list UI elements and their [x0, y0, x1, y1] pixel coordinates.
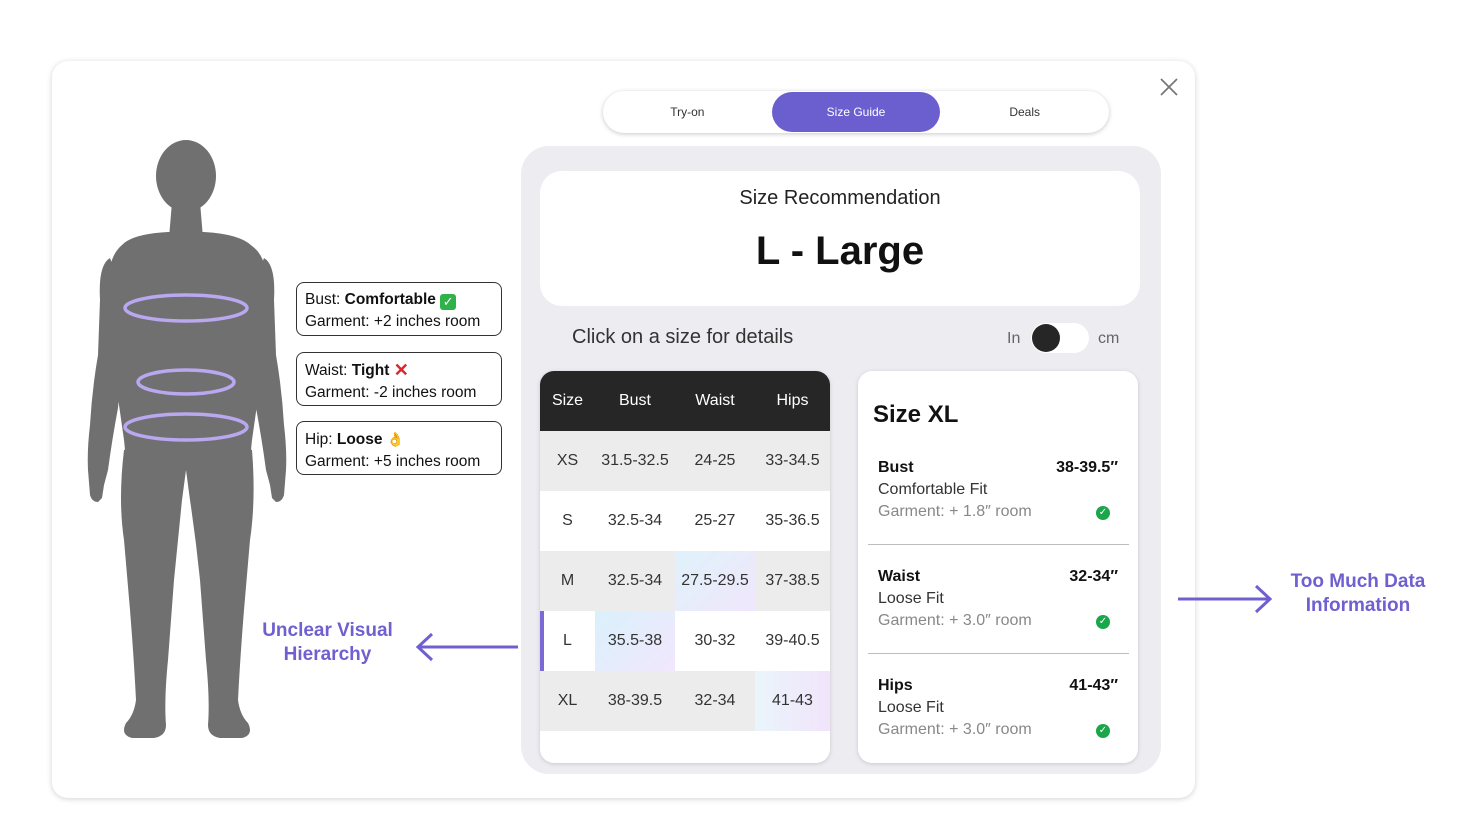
selected-row-indicator: [540, 611, 544, 671]
hip-callout: Hip: Loose 👌 Garment: +5 inches room: [296, 421, 502, 475]
waist-label: Waist:: [305, 362, 352, 379]
measure-fit: Loose Fit: [878, 699, 944, 716]
header-bust: Bust: [618, 392, 651, 409]
cell-bust-highlight: 35.5-38: [595, 611, 675, 671]
table-row-m[interactable]: M 32.5-34 27.5-29.5 37-38.5: [540, 551, 830, 611]
cell-size: S: [562, 512, 573, 529]
check-circle-icon: ✓: [1096, 506, 1110, 520]
tab-try-on[interactable]: Try-on: [670, 105, 705, 119]
cell-size: XL: [557, 692, 578, 709]
unit-toggle[interactable]: [1031, 323, 1089, 353]
cell-bust: 32.5-34: [607, 512, 663, 529]
table-row-s[interactable]: S 32.5-34 25-27 35-36.5: [540, 491, 830, 551]
detail-waist: Waist 32-34″ Loose Fit Garment: + 3.0″ r…: [868, 568, 1130, 668]
annotation-unclear-hierarchy: Unclear Visual Hierarchy: [250, 619, 405, 667]
cell-waist: 32-34: [694, 692, 736, 709]
cell-waist: 25-27: [694, 512, 736, 529]
divider: [868, 653, 1129, 654]
annotation-line: Too Much Data: [1290, 571, 1426, 592]
right-arrow-icon: [1178, 584, 1273, 614]
ok-hand-icon: 👌: [386, 431, 405, 447]
close-icon[interactable]: [1158, 76, 1180, 98]
header-waist: Waist: [695, 392, 735, 409]
tab-size-guide[interactable]: Size Guide: [771, 92, 941, 132]
left-arrow-icon: [415, 632, 518, 662]
bust-callout: Bust: Comfortable ✓ Garment: +2 inches r…: [296, 282, 502, 336]
unit-cm-label: cm: [1098, 330, 1120, 347]
detail-title: Size XL: [873, 401, 959, 428]
cell-waist: 30-32: [694, 632, 736, 649]
measure-room: Garment: + 1.8″ room: [878, 503, 1032, 520]
cell-hips-highlight: 41-43: [755, 671, 830, 731]
bust-fit: Comfortable: [344, 291, 436, 308]
measure-name: Waist: [878, 568, 921, 585]
tab-bar: Try-on Size Guide Deals: [603, 91, 1109, 133]
recommended-size: L - Large: [755, 229, 925, 273]
cell-hips: 33-34.5: [765, 452, 820, 469]
bust-ring: [123, 293, 249, 323]
bust-label: Bust:: [305, 291, 345, 308]
table-row-xs[interactable]: XS 31.5-32.5 24-25 33-34.5: [540, 431, 830, 491]
annotation-line: Information: [1305, 595, 1411, 616]
cell-hips: 37-38.5: [765, 572, 820, 589]
hip-room: Garment: +5 inches room: [305, 453, 481, 470]
cell-size: M: [560, 572, 575, 589]
table-header: Size Bust Waist Hips: [540, 371, 830, 431]
annotation-line: Hierarchy: [283, 644, 372, 665]
size-detail-card: Size XL Bust 38-39.5″ Comfortable Fit Ga…: [858, 371, 1138, 763]
check-mark-icon: ✓: [440, 294, 457, 310]
detail-hips: Hips 41-43″ Loose Fit Garment: + 3.0″ ro…: [868, 677, 1130, 777]
cross-mark-icon: ✕: [393, 360, 409, 380]
measure-value: 41-43″: [1069, 677, 1118, 694]
cell-waist-highlight: 27.5-29.5: [675, 551, 755, 611]
size-table: Size Bust Waist Hips XS 31.5-32.5 24-25 …: [540, 371, 830, 763]
annotation-line: Unclear Visual: [262, 620, 393, 641]
check-circle-icon: ✓: [1096, 724, 1110, 738]
waist-fit: Tight: [351, 362, 390, 379]
body-silhouette: [87, 140, 287, 738]
hip-fit: Loose: [336, 431, 383, 448]
recommendation-label: Size Recommendation: [739, 187, 941, 209]
measure-name: Hips: [878, 677, 913, 694]
measure-room: Garment: + 3.0″ room: [878, 721, 1032, 738]
measure-name: Bust: [878, 459, 914, 476]
table-row-l-selected[interactable]: L 35.5-38 30-32 39-40.5: [540, 611, 830, 671]
table-row-xl[interactable]: XL 38-39.5 32-34 41-43: [540, 671, 830, 731]
measure-fit: Loose Fit: [878, 590, 944, 607]
size-recommendation-card: Size Recommendation L - Large: [540, 171, 1140, 306]
measure-fit: Comfortable Fit: [878, 481, 988, 498]
cell-bust: 31.5-32.5: [601, 452, 669, 469]
annotation-too-much-data: Too Much Data Information: [1280, 570, 1436, 618]
waist-callout: Waist: Tight ✕ Garment: -2 inches room: [296, 352, 502, 406]
tab-deals[interactable]: Deals: [1009, 105, 1041, 119]
cell-bust: 38-39.5: [607, 692, 663, 709]
waist-room: Garment: -2 inches room: [305, 384, 477, 401]
divider: [868, 544, 1129, 545]
cell-hips: 35-36.5: [765, 512, 820, 529]
bust-room: Garment: +2 inches room: [305, 313, 481, 330]
toggle-knob: [1032, 324, 1060, 352]
measure-value: 38-39.5″: [1056, 459, 1118, 476]
measure-room: Garment: + 3.0″ room: [878, 612, 1032, 629]
check-circle-icon: ✓: [1096, 615, 1110, 629]
cell-size: L: [563, 632, 572, 649]
cell-hips: 39-40.5: [765, 632, 820, 649]
detail-bust: Bust 38-39.5″ Comfortable Fit Garment: +…: [868, 459, 1130, 559]
cell-size: XS: [556, 452, 579, 469]
header-hips: Hips: [776, 392, 809, 409]
cell-waist: 24-25: [694, 452, 736, 469]
size-hint-text: Click on a size for details: [572, 326, 794, 348]
hip-label: Hip:: [305, 431, 337, 448]
header-size: Size: [551, 392, 584, 409]
hip-ring: [123, 412, 249, 442]
measure-value: 32-34″: [1069, 568, 1118, 585]
unit-inches-label: In: [1007, 330, 1021, 347]
cell-bust: 32.5-34: [607, 572, 663, 589]
waist-ring: [136, 368, 236, 396]
